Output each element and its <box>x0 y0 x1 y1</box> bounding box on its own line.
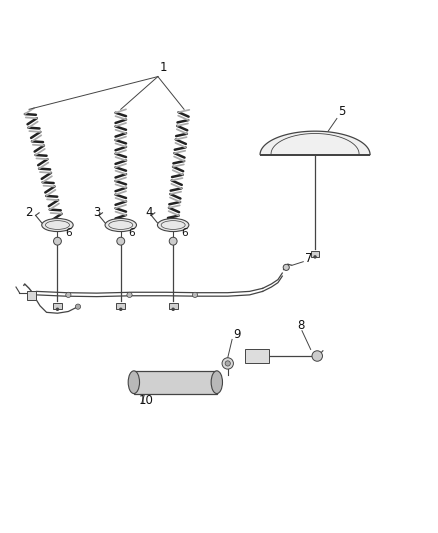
Text: 8: 8 <box>297 319 305 332</box>
Ellipse shape <box>105 219 137 231</box>
Ellipse shape <box>42 219 73 231</box>
Circle shape <box>66 292 71 297</box>
Bar <box>27 292 36 300</box>
Bar <box>311 251 319 257</box>
Bar <box>245 349 269 363</box>
Text: 1: 1 <box>160 61 168 75</box>
Circle shape <box>169 237 177 245</box>
Circle shape <box>171 308 175 311</box>
Text: 6: 6 <box>65 228 72 238</box>
Text: 2: 2 <box>25 206 33 219</box>
Circle shape <box>56 308 59 311</box>
Circle shape <box>313 255 317 259</box>
Bar <box>169 303 177 309</box>
Bar <box>134 371 217 393</box>
Circle shape <box>192 292 198 297</box>
Polygon shape <box>260 131 370 155</box>
Text: 3: 3 <box>93 206 100 219</box>
Circle shape <box>75 304 81 309</box>
Text: 9: 9 <box>233 328 240 341</box>
Circle shape <box>222 358 233 369</box>
Bar <box>117 303 125 309</box>
Text: 7: 7 <box>304 252 312 265</box>
Circle shape <box>127 292 132 297</box>
Ellipse shape <box>157 219 189 231</box>
Text: 5: 5 <box>338 106 346 118</box>
Circle shape <box>225 361 230 366</box>
Ellipse shape <box>128 371 140 393</box>
Text: 6: 6 <box>129 228 135 238</box>
Text: 10: 10 <box>138 394 153 407</box>
Circle shape <box>53 237 61 245</box>
Bar <box>53 303 62 309</box>
Circle shape <box>312 351 322 361</box>
Ellipse shape <box>211 371 223 393</box>
Circle shape <box>283 264 289 270</box>
Circle shape <box>119 308 123 311</box>
Text: 6: 6 <box>181 228 187 238</box>
Circle shape <box>117 237 125 245</box>
Text: 4: 4 <box>145 206 153 219</box>
